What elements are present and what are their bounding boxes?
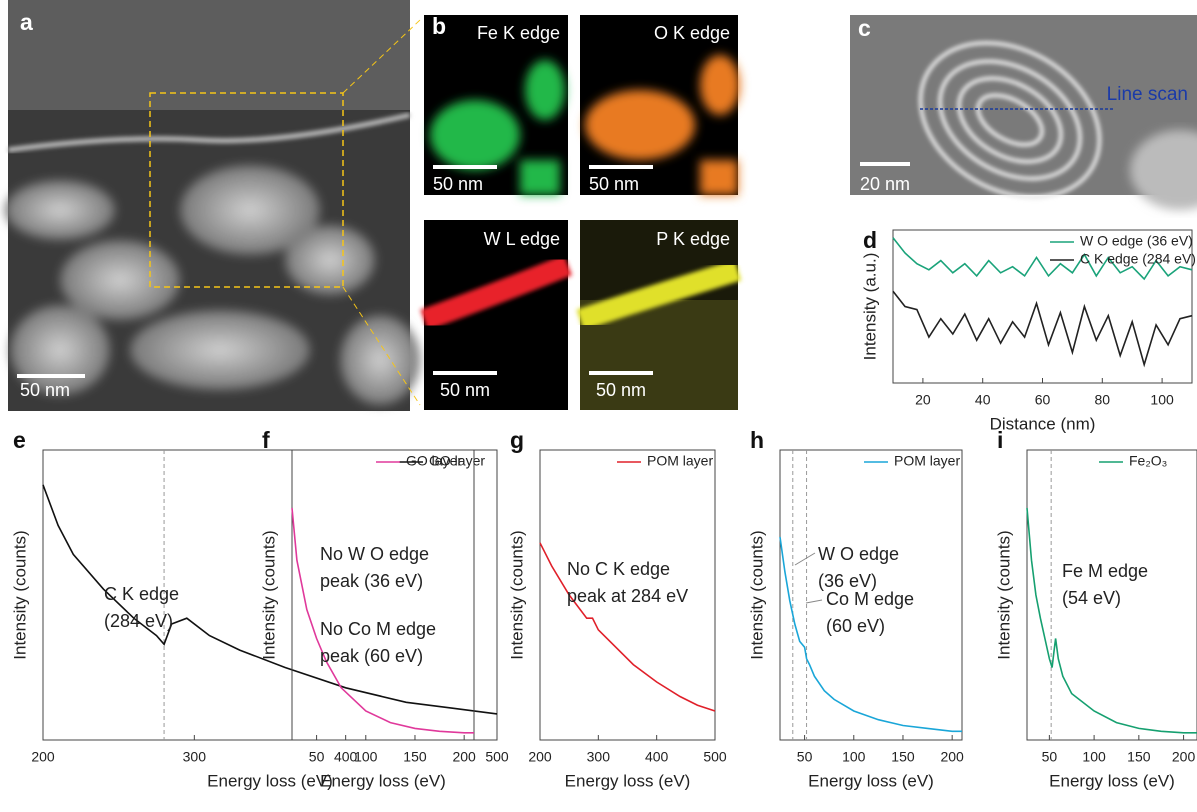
x-tick-label: 200 [452,749,476,765]
x-tick-label: 500 [485,749,509,765]
y-axis-label: Intensity (counts) [507,530,526,659]
x-tick-label: 200 [940,749,964,765]
series-line [1027,508,1197,733]
panel-a-image [5,0,420,411]
panel-b-maps [424,15,740,410]
y-axis-label: Intensity (counts) [747,530,766,659]
x-tick-label: 150 [891,749,915,765]
panel-label: b [432,13,446,39]
panel-c-image [850,12,1197,228]
x-tick-label: 50 [1042,749,1058,765]
map-title: W L edge [484,229,560,249]
x-axis-label: Distance (nm) [990,414,1096,433]
annotation: peak (60 eV) [320,646,423,666]
x-tick-label: 50 [309,749,325,765]
legend-label: Fe₂O₃ [1129,453,1167,469]
panel-label: i [997,427,1003,453]
x-tick-label: 60 [1035,392,1051,408]
panel-label: g [510,427,524,453]
annotation: Line scan [1107,84,1188,105]
x-tick-label: 300 [183,749,207,765]
annotation: (284 eV) [104,611,173,631]
x-axis-label: Energy loss (eV) [320,771,446,790]
x-tick-label: 300 [587,749,611,765]
annotation: No W O edge [320,544,429,564]
scale-label: 50 nm [596,380,646,400]
x-axis-label: Energy loss (eV) [1049,771,1175,790]
x-tick-label: 100 [354,749,378,765]
x-tick-label: 50 [797,749,813,765]
map-title: P K edge [656,229,730,249]
x-axis-label: Energy loss (eV) [808,771,934,790]
annotation: peak at 284 eV [567,586,688,606]
legend-label: POM layer [647,453,713,469]
legend-label: GO layer [406,453,462,469]
scale-label: 20 nm [860,174,910,194]
x-tick-label: 200 [31,749,55,765]
x-tick-label: 80 [1095,392,1111,408]
legend-label: W O edge (36 eV) [1080,233,1193,249]
panel-label: f [262,427,270,453]
panel-label: a [20,9,33,35]
x-tick-label: 100 [1082,749,1106,765]
x-tick-label: 100 [1150,392,1174,408]
figure: a 50 nm b Fe K edge O K edge W L edge P … [0,0,1197,807]
annotation-arrow [806,600,822,603]
annotation: (36 eV) [818,571,877,591]
annotation: W O edge [818,544,899,564]
legend-label: C K edge (284 eV) [1080,251,1196,267]
x-tick-label: 500 [703,749,727,765]
panel-label: c [858,15,871,41]
x-tick-label: 200 [1172,749,1196,765]
x-tick-label: 400 [645,749,669,765]
annotation: No C K edge [567,559,670,579]
x-tick-label: 150 [403,749,427,765]
x-tick-label: 150 [1127,749,1151,765]
x-axis-label: Energy loss (eV) [565,771,691,790]
annotation: (60 eV) [826,616,885,636]
panel-label: d [863,227,877,253]
scale-label: 50 nm [433,174,483,194]
annotation: Fe M edge [1062,561,1148,581]
annotation-arrow [795,553,815,565]
annotation: peak (36 eV) [320,571,423,591]
x-tick-label: 40 [975,392,991,408]
scale-label: 50 nm [440,380,490,400]
y-axis-label: Intensity (counts) [994,530,1013,659]
y-axis-label: Intensity (counts) [259,530,278,659]
series-line [893,291,1192,364]
map-title: O K edge [654,23,730,43]
annotation: (54 eV) [1062,588,1121,608]
panel-label: h [750,427,764,453]
x-axis-label: Energy loss (eV) [207,771,333,790]
scale-label: 50 nm [20,380,70,400]
annotation: C K edge [104,584,179,604]
y-axis-label: Intensity (counts) [10,530,29,659]
x-tick-label: 100 [842,749,866,765]
x-tick-label: 200 [528,749,552,765]
annotation: Co M edge [826,589,914,609]
map-title: Fe K edge [477,23,560,43]
scale-label: 50 nm [589,174,639,194]
annotation: No Co M edge [320,619,436,639]
legend-label: POM layer [894,453,960,469]
y-axis-label: Intensity (a.u.) [860,253,879,361]
x-tick-label: 20 [915,392,931,408]
panel-label: e [13,427,26,453]
